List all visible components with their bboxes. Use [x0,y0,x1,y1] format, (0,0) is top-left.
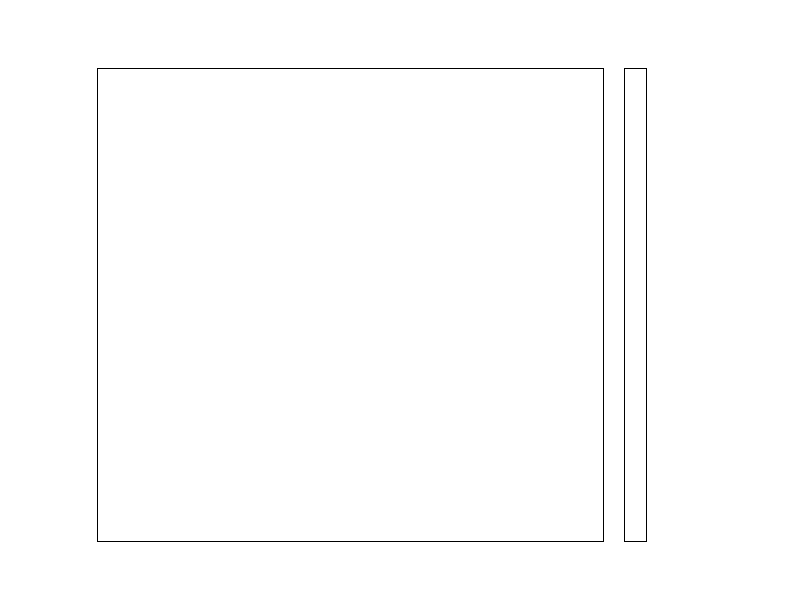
plot-area [97,68,604,542]
colorbar-gradient [624,68,647,542]
density-heatmap [98,69,603,541]
colorbar [624,68,647,542]
